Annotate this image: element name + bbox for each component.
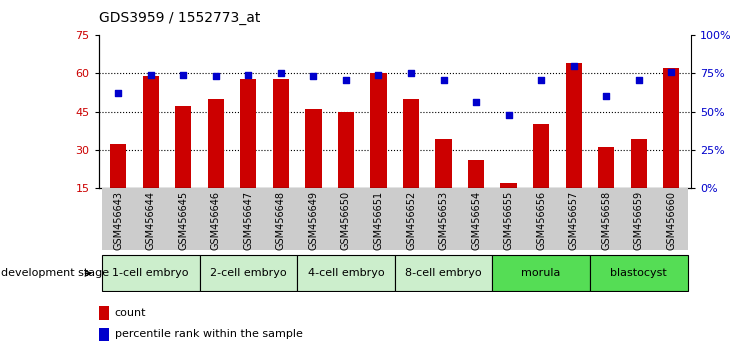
Bar — [306, 109, 322, 226]
Text: 8-cell embryo: 8-cell embryo — [405, 268, 482, 278]
Text: GDS3959 / 1552773_at: GDS3959 / 1552773_at — [99, 11, 260, 25]
Text: morula: morula — [521, 268, 561, 278]
Point — [373, 72, 385, 78]
Text: GSM456653: GSM456653 — [439, 191, 449, 250]
Text: GSM456658: GSM456658 — [601, 191, 611, 250]
Point — [405, 70, 417, 76]
Point — [243, 72, 254, 78]
Text: GSM456644: GSM456644 — [145, 191, 156, 250]
Bar — [297, 255, 395, 291]
Bar — [232, 188, 265, 250]
Bar — [428, 188, 460, 250]
Bar — [102, 255, 200, 291]
Text: GSM456660: GSM456660 — [666, 191, 676, 250]
Bar — [371, 73, 387, 226]
Text: GSM456645: GSM456645 — [178, 191, 189, 250]
Text: GSM456655: GSM456655 — [504, 191, 514, 250]
Bar — [590, 188, 623, 250]
Bar — [143, 76, 159, 226]
Bar — [99, 307, 110, 320]
Bar — [265, 188, 297, 250]
Bar — [493, 255, 590, 291]
Point — [633, 77, 645, 82]
Bar — [533, 124, 549, 226]
Text: GSM456650: GSM456650 — [341, 191, 351, 250]
Text: GSM456648: GSM456648 — [276, 191, 286, 250]
Text: 2-cell embryo: 2-cell embryo — [210, 268, 287, 278]
Text: GSM456651: GSM456651 — [374, 191, 384, 250]
Text: 4-cell embryo: 4-cell embryo — [308, 268, 385, 278]
Point — [503, 112, 515, 118]
Point — [210, 74, 221, 79]
Bar — [200, 188, 232, 250]
Bar — [395, 188, 428, 250]
Text: blastocyst: blastocyst — [610, 268, 667, 278]
Bar — [403, 99, 419, 226]
Text: 1-cell embryo: 1-cell embryo — [113, 268, 189, 278]
Text: GSM456649: GSM456649 — [308, 191, 319, 250]
Text: GSM456647: GSM456647 — [243, 191, 254, 250]
Bar — [99, 327, 110, 341]
Point — [308, 74, 319, 79]
Bar — [240, 79, 257, 226]
Bar — [501, 183, 517, 226]
Text: GSM456654: GSM456654 — [471, 191, 481, 250]
Bar — [273, 79, 289, 226]
Bar — [362, 188, 395, 250]
Bar — [566, 63, 582, 226]
Bar — [208, 99, 224, 226]
Point — [113, 90, 124, 96]
Bar — [460, 188, 493, 250]
Bar — [468, 160, 484, 226]
Point — [600, 93, 612, 99]
Bar — [110, 144, 126, 226]
Text: GSM456659: GSM456659 — [634, 191, 644, 250]
Text: GSM456656: GSM456656 — [536, 191, 546, 250]
Bar — [297, 188, 330, 250]
Bar — [200, 255, 297, 291]
Point — [535, 77, 547, 82]
Bar — [135, 188, 167, 250]
Bar — [395, 255, 493, 291]
Point — [178, 72, 189, 78]
Text: GSM456652: GSM456652 — [406, 191, 416, 250]
Text: GSM456643: GSM456643 — [113, 191, 124, 250]
Bar — [167, 188, 200, 250]
Bar — [655, 188, 688, 250]
Bar — [590, 255, 688, 291]
Point — [145, 72, 156, 78]
Bar — [558, 188, 590, 250]
Point — [665, 69, 677, 75]
Text: percentile rank within the sample: percentile rank within the sample — [115, 330, 303, 339]
Text: count: count — [115, 308, 146, 318]
Bar — [102, 188, 135, 250]
Bar — [663, 68, 679, 226]
Text: GSM456657: GSM456657 — [569, 191, 579, 250]
Point — [275, 70, 287, 76]
Text: development stage: development stage — [1, 268, 110, 278]
Bar — [493, 188, 525, 250]
Bar — [631, 139, 647, 226]
Text: GSM456646: GSM456646 — [211, 191, 221, 250]
Point — [438, 77, 450, 82]
Point — [340, 77, 352, 82]
Bar — [330, 188, 362, 250]
Bar — [598, 147, 614, 226]
Point — [470, 99, 482, 105]
Bar — [338, 112, 354, 226]
Bar — [623, 188, 655, 250]
Bar — [436, 139, 452, 226]
Bar — [525, 188, 558, 250]
Bar — [175, 107, 192, 226]
Point — [568, 63, 580, 69]
